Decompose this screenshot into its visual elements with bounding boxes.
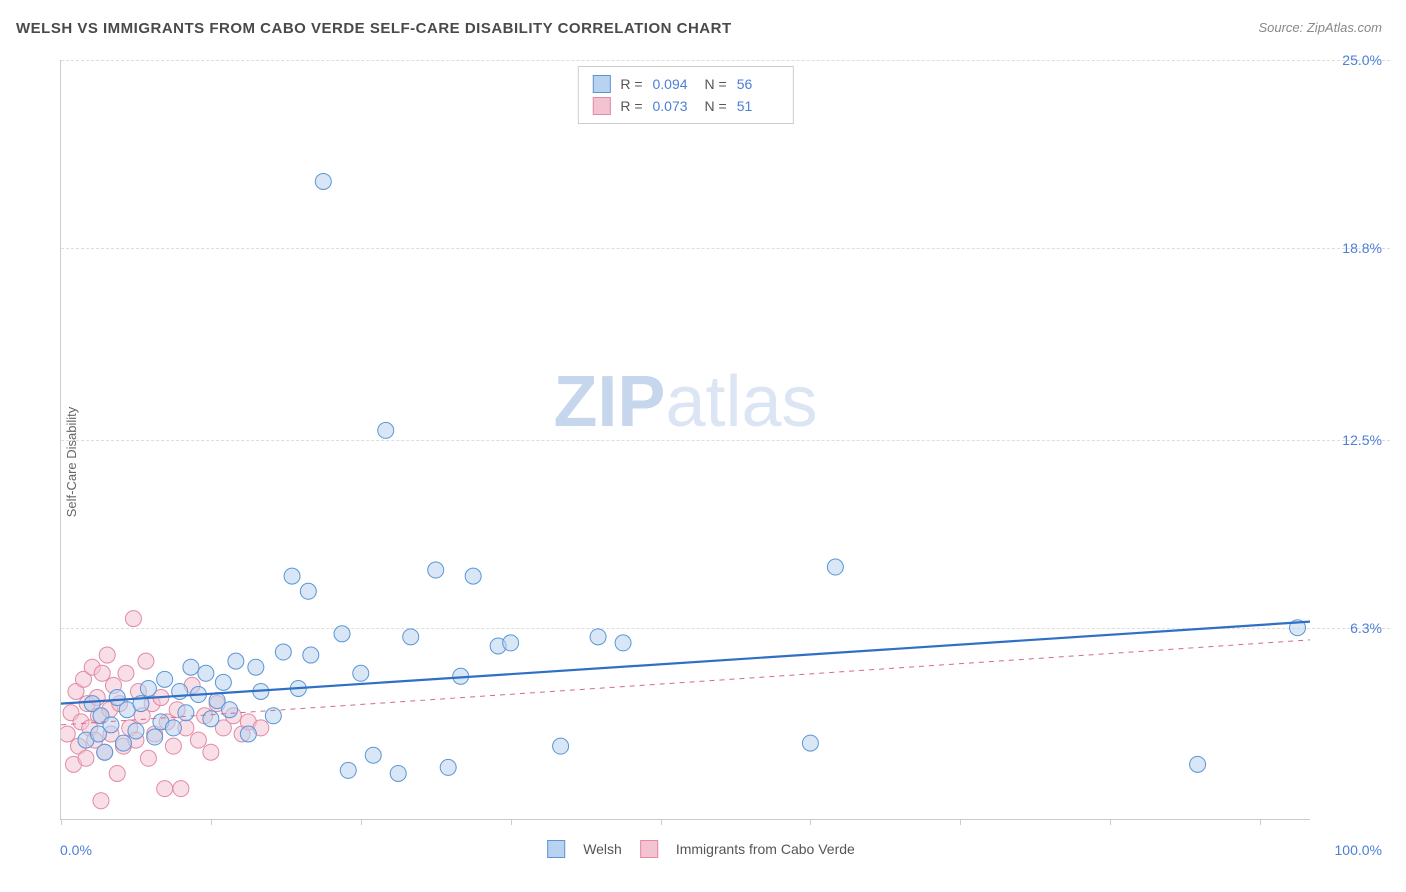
y-tick-label: 12.5% xyxy=(1342,432,1382,448)
r-value: 0.094 xyxy=(653,76,695,92)
x-tick xyxy=(211,819,212,825)
trend-lines-layer xyxy=(61,60,1310,819)
correlation-legend-row: R = 0.073 N = 51 xyxy=(592,95,778,117)
correlation-legend: R = 0.094 N = 56 R = 0.073 N = 51 xyxy=(577,66,793,124)
r-label: R = xyxy=(620,76,642,92)
legend-swatch-icon xyxy=(592,97,610,115)
y-tick-label: 6.3% xyxy=(1350,620,1382,636)
plot-area: ZIPatlas R = 0.094 N = 56 R = 0.073 N = … xyxy=(60,60,1310,820)
legend-swatch-icon xyxy=(592,75,610,93)
trend-line xyxy=(61,622,1310,704)
legend-series-label: Welsh xyxy=(583,841,622,857)
legend-swatch-icon xyxy=(547,840,565,858)
n-value: 56 xyxy=(737,76,779,92)
x-tick xyxy=(361,819,362,825)
legend-swatch-icon xyxy=(640,840,658,858)
x-tick xyxy=(511,819,512,825)
x-tick xyxy=(1110,819,1111,825)
x-tick xyxy=(61,819,62,825)
chart-container: Self-Care Disability ZIPatlas R = 0.094 … xyxy=(12,52,1390,872)
r-value: 0.073 xyxy=(653,98,695,114)
series-legend: Welsh Immigrants from Cabo Verde xyxy=(547,840,855,858)
chart-title: WELSH VS IMMIGRANTS FROM CABO VERDE SELF… xyxy=(16,20,732,37)
n-label: N = xyxy=(705,98,727,114)
source-credit: Source: ZipAtlas.com xyxy=(1258,20,1382,35)
x-tick xyxy=(960,819,961,825)
n-value: 51 xyxy=(737,98,779,114)
x-axis-max-label: 100.0% xyxy=(1335,842,1382,858)
legend-series-label: Immigrants from Cabo Verde xyxy=(676,841,855,857)
x-tick xyxy=(1260,819,1261,825)
x-tick xyxy=(810,819,811,825)
y-tick-label: 25.0% xyxy=(1342,52,1382,68)
x-axis-min-label: 0.0% xyxy=(60,842,92,858)
correlation-legend-row: R = 0.094 N = 56 xyxy=(592,73,778,95)
n-label: N = xyxy=(705,76,727,92)
y-tick-label: 18.8% xyxy=(1342,240,1382,256)
r-label: R = xyxy=(620,98,642,114)
trend-line xyxy=(61,640,1310,725)
x-tick xyxy=(661,819,662,825)
